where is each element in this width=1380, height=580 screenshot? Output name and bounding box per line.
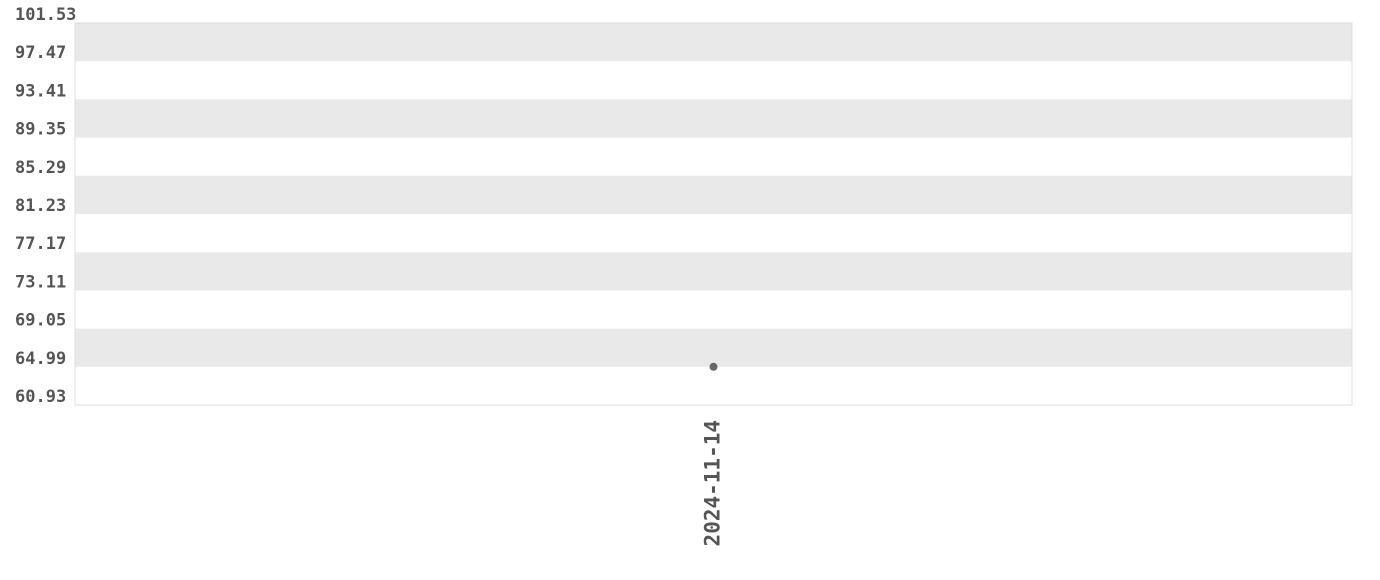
y-tick-label: 97.47 (15, 43, 66, 63)
y-tick-label: 101.53 (15, 5, 76, 25)
x-tick-label: 2024-11-14 (701, 420, 725, 546)
grid-band (75, 252, 1352, 291)
y-tick-label: 89.35 (15, 120, 66, 140)
y-tick-label: 73.11 (15, 272, 66, 292)
grid-band (75, 175, 1352, 214)
y-tick-label: 77.17 (15, 234, 66, 254)
grid-band (75, 99, 1352, 138)
plot-frame (74, 22, 1353, 406)
y-tick-label: 81.23 (15, 196, 66, 216)
grid-band (75, 23, 1352, 62)
data-point (709, 362, 718, 371)
y-tick-label: 69.05 (15, 311, 66, 331)
y-tick-label: 60.93 (15, 387, 66, 407)
grid-band (75, 328, 1352, 367)
y-tick-label: 93.41 (15, 81, 66, 101)
y-tick-label: 64.99 (15, 349, 66, 369)
y-tick-label: 85.29 (15, 158, 66, 178)
